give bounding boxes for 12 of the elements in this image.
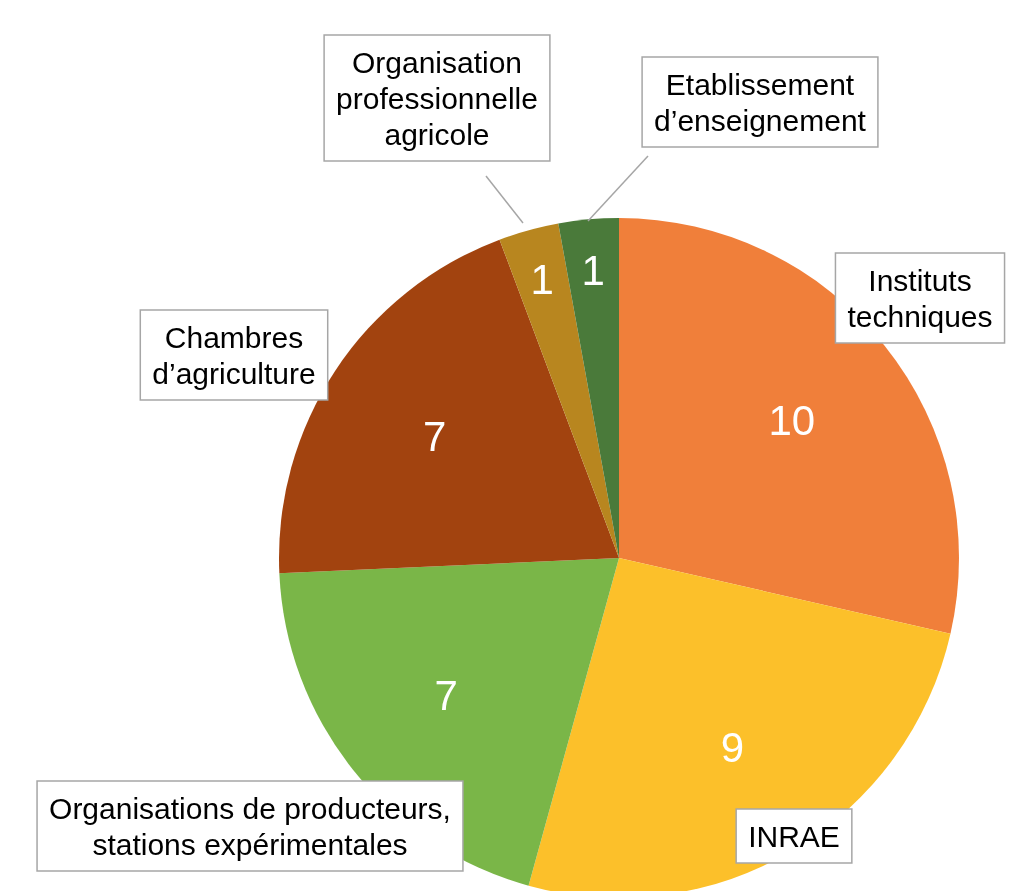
data-label: 7	[434, 672, 458, 720]
data-label: 1	[581, 246, 605, 294]
data-label: 10	[768, 396, 816, 444]
slice-label: Instituts techniques	[847, 263, 993, 333]
slice-label: Chambres d’agriculture	[152, 320, 316, 390]
slice-label: Etablissement d’enseignement	[654, 67, 867, 137]
slice-label: Organisation professionnelle agricole	[336, 45, 538, 151]
data-label: 9	[720, 724, 745, 772]
data-label: 1	[530, 255, 554, 303]
slice-label: Organisations de producteurs, stations expérimentales	[49, 791, 451, 861]
data-label: 7	[422, 412, 447, 460]
slice-label: INRAE	[748, 819, 840, 853]
